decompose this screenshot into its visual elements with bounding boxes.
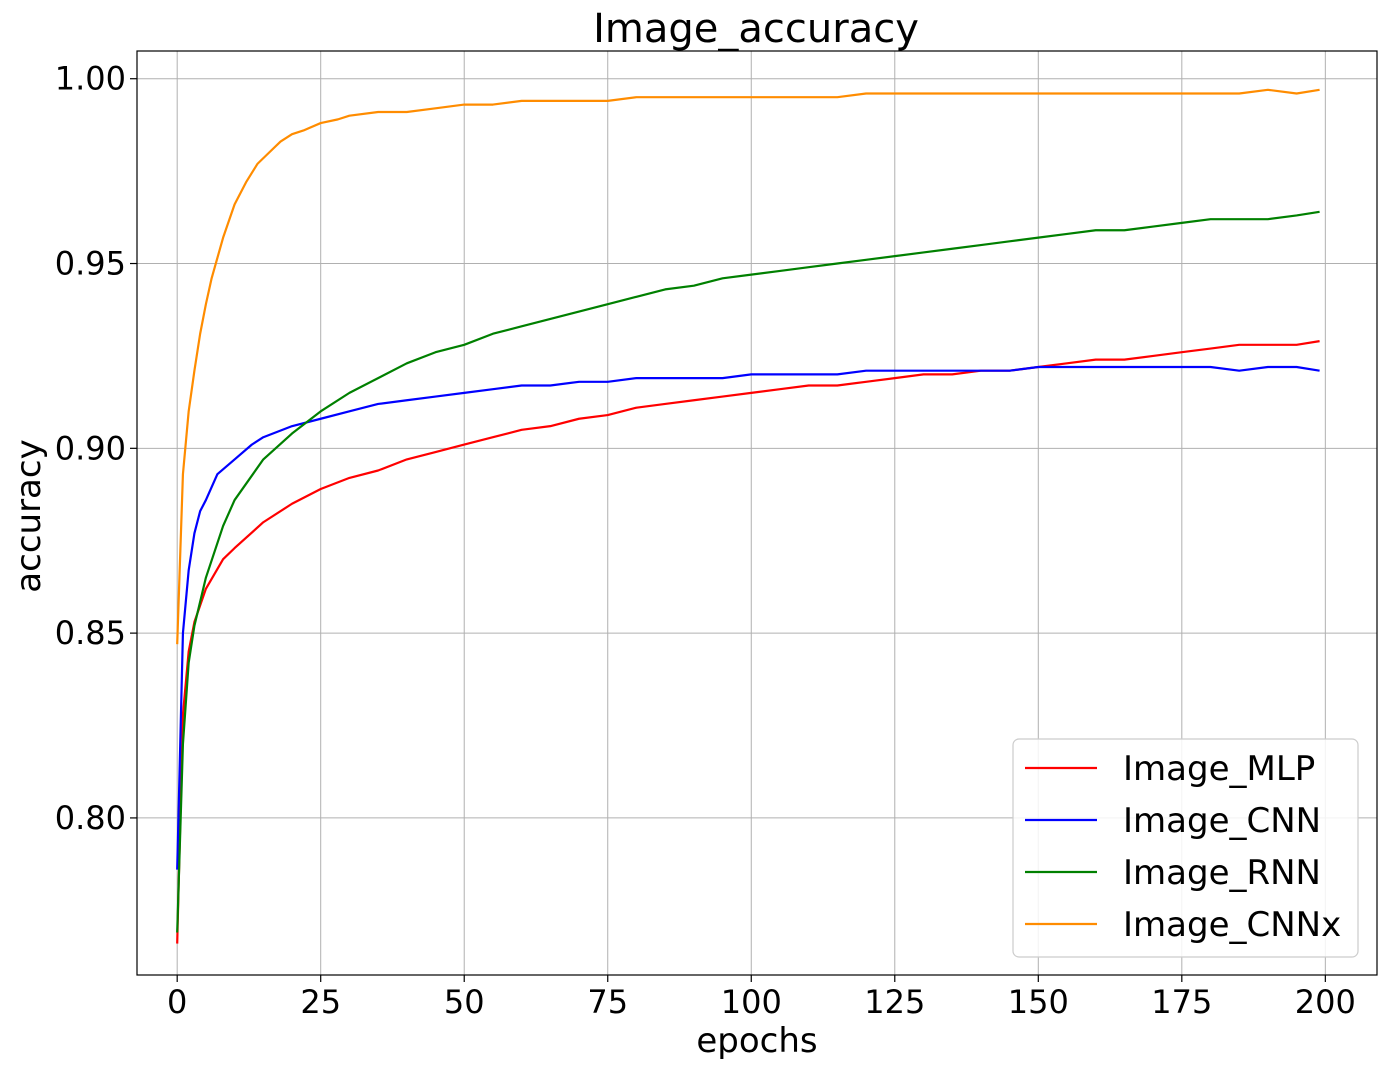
x-tick-label: 25 xyxy=(300,983,341,1021)
legend: Image_MLP Image_CNN Image_RNN Image_CNNx xyxy=(1012,738,1359,958)
y-tick-label: 0.90 xyxy=(55,429,126,467)
legend-label-image-mlp: Image_MLP xyxy=(1123,749,1315,789)
y-tick-label: 1.00 xyxy=(55,60,126,98)
chart-title: Image_accuracy xyxy=(593,6,919,52)
legend-label-image-cnn: Image_CNN xyxy=(1123,801,1321,841)
x-tick-label: 150 xyxy=(1008,983,1069,1021)
series-line-image-cnn xyxy=(176,365,1320,870)
series-line-image-mlp xyxy=(176,340,1320,944)
x-axis-ticks: 0 25 50 75 100 125 150 175 200 xyxy=(167,975,1356,1021)
y-tick-label: 0.95 xyxy=(55,245,126,283)
grid-lines xyxy=(137,51,1377,975)
y-axis-label: accuracy xyxy=(9,439,49,592)
plot-area-frame xyxy=(136,50,1378,976)
y-tick-label: 0.85 xyxy=(55,614,126,652)
x-tick-label: 100 xyxy=(721,983,782,1021)
series-lines xyxy=(176,88,1320,944)
legend-label-image-cnnx: Image_CNNx xyxy=(1123,905,1341,945)
x-tick-label: 50 xyxy=(444,983,485,1021)
x-tick-label: 75 xyxy=(587,983,628,1021)
y-axis-ticks: 0.80 0.85 0.90 0.95 1.00 xyxy=(55,60,137,837)
y-tick-label: 0.80 xyxy=(55,799,126,837)
x-axis-label: epochs xyxy=(696,1021,817,1061)
x-tick-label: 125 xyxy=(864,983,925,1021)
x-tick-label: 175 xyxy=(1151,983,1212,1021)
series-line-image-rnn xyxy=(176,210,1320,933)
x-tick-label: 200 xyxy=(1295,983,1356,1021)
legend-label-image-rnn: Image_RNN xyxy=(1123,853,1321,893)
x-tick-label: 0 xyxy=(167,983,187,1021)
series-line-image-cnnx xyxy=(176,88,1320,645)
legend-frame xyxy=(1012,738,1359,958)
